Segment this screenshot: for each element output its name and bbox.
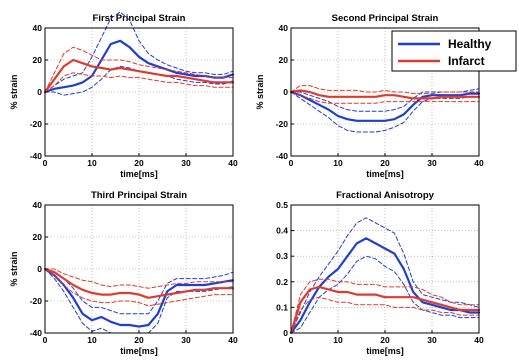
series-line-healthy-mean bbox=[289, 90, 481, 122]
x-tick-label: 40 bbox=[228, 335, 238, 345]
series-line-healthy-mean bbox=[289, 237, 481, 335]
y-axis-label: % strain bbox=[9, 251, 19, 286]
y-tick-label: 20 bbox=[33, 232, 43, 242]
x-tick-label: 0 bbox=[43, 158, 48, 168]
y-tick-label: 20 bbox=[33, 55, 43, 65]
x-tick-label: 0 bbox=[289, 158, 294, 168]
y-tick-label: 0 bbox=[37, 264, 42, 274]
y-tick-label: 40 bbox=[33, 23, 43, 33]
x-tick-label: 0 bbox=[289, 335, 294, 345]
chart-title: Third Principal Strain bbox=[91, 190, 187, 201]
y-tick-label: 0.4 bbox=[276, 226, 288, 236]
x-tick-label: 10 bbox=[333, 335, 343, 345]
x-tick-label: 30 bbox=[427, 158, 437, 168]
x-tick-label: 30 bbox=[181, 158, 191, 168]
y-axis-label: % strain bbox=[255, 74, 265, 109]
series-line-infarct-upper bbox=[290, 278, 480, 334]
y-axis-label: % strain bbox=[9, 74, 19, 109]
y-tick-label: 40 bbox=[33, 200, 43, 210]
series-line-infarct-mean bbox=[43, 267, 235, 299]
x-tick-label: 20 bbox=[134, 335, 144, 345]
y-tick-label: -40 bbox=[276, 151, 289, 161]
series-line-infarct-mean bbox=[289, 285, 481, 335]
y-tick-label: 0.2 bbox=[276, 277, 288, 287]
legend-label-infarct: Infarct bbox=[448, 54, 485, 68]
y-tick-label: -40 bbox=[30, 151, 43, 161]
series-line-healthy-upper bbox=[290, 217, 480, 334]
x-axis-label: time[ms] bbox=[120, 169, 158, 179]
chart-panel-1: First Principal Strain 0 10 20 30 40 -40 -20 0 20… bbox=[9, 11, 238, 179]
y-tick-label: -20 bbox=[276, 119, 289, 129]
series-line-healthy-lower bbox=[290, 91, 480, 133]
x-tick-label: 40 bbox=[228, 158, 238, 168]
x-tick-label: 10 bbox=[87, 335, 97, 345]
series-line-infarct-lower bbox=[290, 91, 480, 104]
chart-title: First Principal Strain bbox=[93, 13, 186, 24]
chart-panel-3: Third Principal Strain 0 10 20 30 40 -40 -20 0 20… bbox=[9, 190, 238, 356]
series-line-infarct-mean bbox=[289, 89, 481, 100]
y-tick-label: -20 bbox=[30, 296, 43, 306]
legend-label-healthy: Healthy bbox=[448, 37, 492, 51]
series-line-infarct-lower bbox=[44, 268, 234, 307]
series-line-infarct-mean bbox=[43, 58, 235, 94]
x-tick-label: 20 bbox=[134, 158, 144, 168]
series-line-infarct-upper bbox=[44, 268, 234, 289]
series-line-infarct-upper bbox=[44, 46, 234, 93]
x-axis-label: time[ms] bbox=[366, 169, 404, 179]
y-tick-label: -40 bbox=[30, 328, 43, 338]
y-tick-label: 0.1 bbox=[276, 302, 288, 312]
x-tick-label: 30 bbox=[427, 335, 437, 345]
x-tick-label: 0 bbox=[43, 335, 48, 345]
chart-panel-2: Second Principal Strain 0 10 20 30 40 -40 -20 0 2… bbox=[255, 13, 484, 179]
legend-box bbox=[391, 30, 517, 72]
x-tick-label: 10 bbox=[87, 158, 97, 168]
x-tick-label: 40 bbox=[474, 158, 484, 168]
x-tick-label: 20 bbox=[380, 158, 390, 168]
y-tick-label: 0 bbox=[283, 328, 288, 338]
series-line-infarct-lower bbox=[44, 72, 234, 93]
x-tick-label: 10 bbox=[333, 158, 343, 168]
x-tick-label: 40 bbox=[474, 335, 484, 345]
series-line-infarct-lower bbox=[290, 296, 480, 334]
series-line-healthy-lower bbox=[290, 255, 480, 334]
chart-title: Fractional Anisotropy bbox=[336, 190, 435, 201]
legend: Healthy Infarct bbox=[391, 30, 517, 72]
y-tick-label: 0.5 bbox=[276, 200, 288, 210]
x-axis-label: time[ms] bbox=[120, 346, 158, 356]
chart-panel-4: Fractional Anisotropy 0 10 20 30 40 0 0.1 0.2 0.3… bbox=[276, 190, 484, 356]
series-line-healthy-mean bbox=[43, 267, 235, 328]
y-tick-label: 0 bbox=[37, 87, 42, 97]
y-tick-label: 0 bbox=[283, 87, 288, 97]
x-axis-label: time[ms] bbox=[366, 346, 404, 356]
series-line-healthy-upper bbox=[44, 268, 234, 315]
series-line-infarct-upper bbox=[290, 85, 480, 95]
x-tick-label: 20 bbox=[380, 335, 390, 345]
y-tick-label: -20 bbox=[30, 119, 43, 129]
x-tick-label: 30 bbox=[181, 335, 191, 345]
series-line-healthy-upper bbox=[44, 11, 234, 93]
y-tick-label: 20 bbox=[279, 55, 289, 65]
y-tick-label: 0.3 bbox=[276, 251, 288, 261]
chart-title: Second Principal Strain bbox=[332, 13, 439, 24]
series-line-healthy-mean bbox=[43, 39, 235, 94]
y-tick-label: 40 bbox=[279, 23, 289, 33]
